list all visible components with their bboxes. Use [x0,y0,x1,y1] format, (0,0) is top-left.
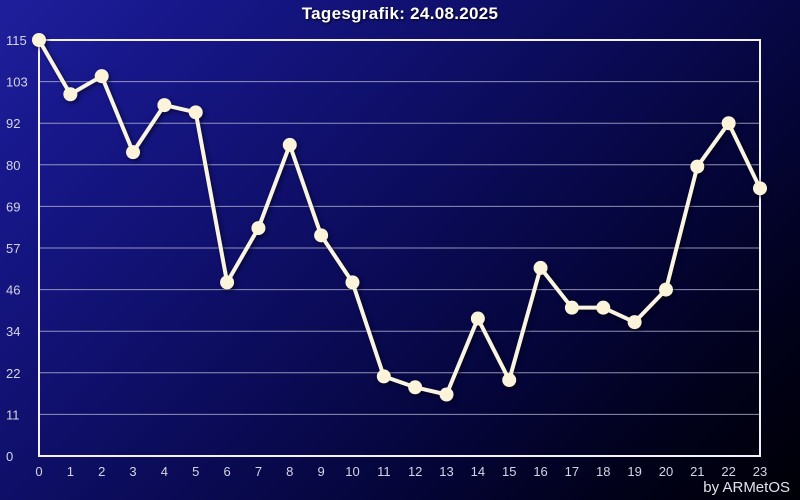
x-axis-label: 1 [67,464,74,479]
y-axis-label: 69 [6,199,20,214]
data-point [157,98,172,113]
x-axis-label: 5 [192,464,199,479]
data-point [188,105,203,120]
data-point [596,300,611,315]
y-axis-label: 115 [6,33,27,48]
data-point [721,116,736,131]
data-point [753,181,767,196]
data-point [564,300,579,315]
data-point [314,228,329,243]
data-point [251,221,266,236]
watermark-credit: by ARMetOS [703,479,790,496]
y-axis-label: 0 [6,449,13,464]
x-axis-label: 3 [129,464,136,479]
x-axis-label: 20 [659,464,673,479]
data-point [658,282,673,297]
x-axis-label: 18 [596,464,610,479]
x-axis-label: 15 [502,464,516,479]
x-axis-label: 16 [533,464,547,479]
data-series [32,33,767,402]
x-axis-label: 9 [318,464,325,479]
x-axis-label: 11 [377,464,391,479]
data-point [126,145,141,160]
data-point [282,137,297,152]
axis-frame [38,39,761,457]
y-axis-label: 80 [6,158,20,173]
data-line [37,38,762,397]
x-axis-label: 4 [161,464,168,479]
x-axis-label: 2 [98,464,105,479]
y-axis-label: 34 [6,324,20,339]
data-point [32,33,46,47]
data-point [376,369,391,384]
data-point [439,387,454,402]
x-axis-label: 12 [408,464,422,479]
y-axis-label: 11 [6,407,20,422]
y-axis-label: 103 [6,75,28,90]
y-axis-label: 57 [6,241,20,256]
data-point [220,275,235,290]
x-axis-label: 21 [690,464,704,479]
x-axis-label: 14 [471,464,485,479]
x-axis-label: 17 [565,464,579,479]
x-axis-label: 7 [255,464,262,479]
x-axis-label: 6 [223,464,230,479]
data-point [94,69,109,84]
data-point [627,315,642,330]
x-axis-label: 22 [721,464,735,479]
data-point [502,373,517,388]
chart-title: Tagesgrafik: 24.08.2025 [301,4,499,23]
x-axis-label: 23 [753,464,767,479]
data-point [63,87,78,102]
x-axis-label: 19 [627,464,641,479]
y-axis-label: 92 [6,116,20,131]
data-point [533,260,548,275]
x-axis-label: 10 [345,464,359,479]
data-point [690,159,705,174]
data-point [345,275,360,290]
x-axis-label: 8 [286,464,293,479]
data-point [408,380,423,395]
x-axis-label: 0 [35,464,42,479]
data-point [470,311,485,326]
y-axis-label: 46 [6,283,20,298]
x-axis-label: 13 [439,464,453,479]
y-axis-label: 22 [6,366,20,381]
